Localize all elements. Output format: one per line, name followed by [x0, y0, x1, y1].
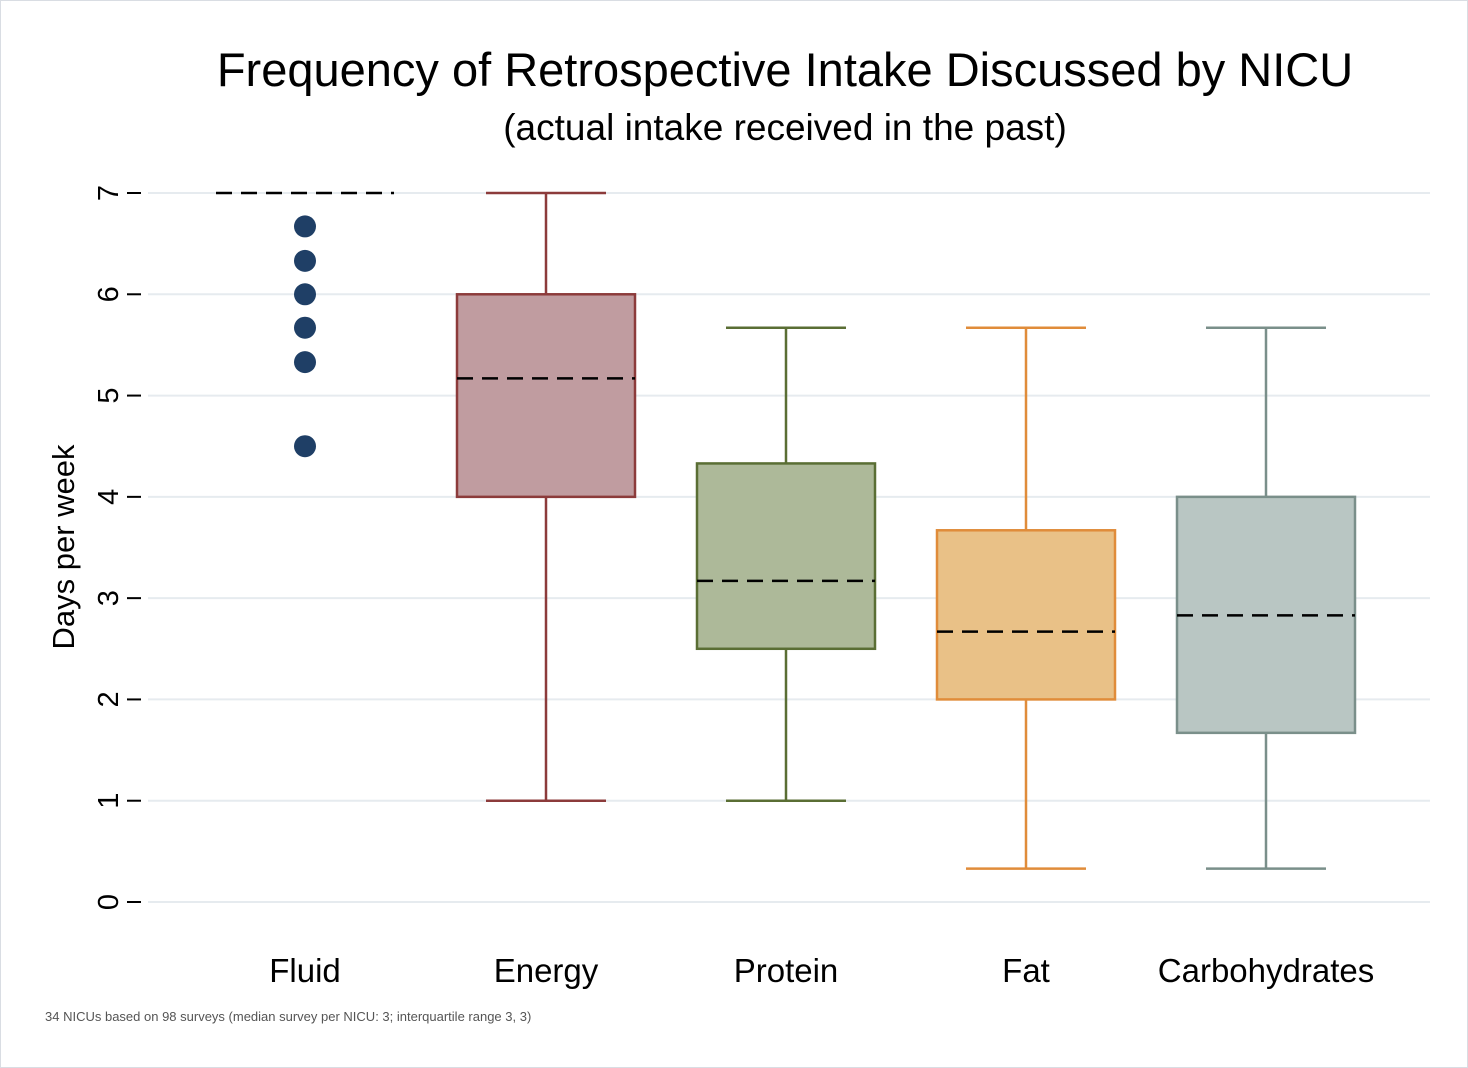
y-axis: 0 1 2 3 4 5 6 7 [93, 185, 141, 910]
chart-title: Frequency of Retrospective Intake Discus… [217, 43, 1353, 96]
y-axis-label: Days per week [46, 444, 81, 650]
iqr-box [695, 462, 877, 651]
box-fluid [216, 191, 394, 458]
x-axis: Fluid Energy Protein Fat Carbohydrates [269, 952, 1374, 989]
x-tick-label: Energy [494, 952, 599, 989]
y-tick-label: 0 [93, 894, 125, 910]
box-carbohydrates [1175, 326, 1357, 870]
y-tick-label: 4 [93, 489, 125, 505]
iqr-box [935, 529, 1117, 701]
box-plots [216, 191, 1357, 870]
x-tick-label: Protein [734, 952, 839, 989]
x-tick-label: Carbohydrates [1158, 952, 1374, 989]
iqr-box [455, 293, 637, 499]
y-tick-label: 3 [93, 590, 125, 606]
y-tick-label: 2 [93, 691, 125, 707]
y-tick-label: 5 [93, 388, 125, 404]
outlier-point [294, 316, 316, 339]
outlier-point [294, 249, 316, 272]
x-tick-label: Fat [1002, 952, 1050, 989]
outlier-point [294, 283, 316, 306]
y-tick-label: 7 [93, 185, 125, 201]
chart-subtitle: (actual intake received in the past) [503, 107, 1067, 148]
y-tick-label: 6 [93, 286, 125, 302]
x-tick-label: Fluid [269, 952, 341, 989]
outlier-point [294, 435, 316, 458]
box-energy [455, 191, 637, 802]
footnote: 34 NICUs based on 98 surveys (median sur… [45, 1009, 531, 1024]
outlier-point [294, 351, 316, 374]
y-tick-label: 1 [93, 793, 125, 809]
box-fat [935, 326, 1117, 870]
box-protein [695, 326, 877, 802]
outlier-point [294, 215, 316, 238]
